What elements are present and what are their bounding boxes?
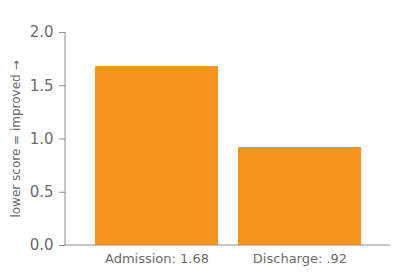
svg-text:1.0: 1.0 [30, 130, 54, 148]
svg-text:0.5: 0.5 [30, 183, 54, 201]
svg-text:2.0: 2.0 [30, 23, 54, 41]
svg-text:1.5: 1.5 [30, 77, 54, 95]
svg-text:Admission: 1.68: Admission: 1.68 [105, 251, 209, 266]
svg-text:lower score = improved →: lower score = improved → [9, 60, 23, 217]
svg-text:0.0: 0.0 [30, 236, 54, 254]
svg-text:Discharge: .92: Discharge: .92 [253, 251, 347, 266]
